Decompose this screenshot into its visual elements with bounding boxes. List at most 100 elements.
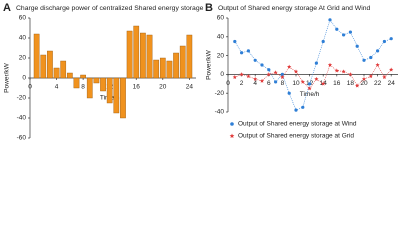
bar: [106, 77, 113, 104]
y-tick-label: 0: [220, 71, 224, 78]
point: [321, 81, 326, 86]
point: [230, 122, 234, 126]
point: [260, 63, 264, 67]
point: [267, 68, 271, 72]
point: [314, 61, 318, 65]
y-tick-label: -20: [17, 95, 27, 102]
point: [240, 51, 244, 55]
point: [375, 62, 380, 67]
x-tick-label: 4: [253, 80, 257, 87]
bar: [40, 54, 47, 79]
point: [287, 91, 291, 95]
point: [259, 78, 265, 83]
point: [232, 74, 237, 80]
x-tick-label: 0: [226, 80, 230, 87]
y-tick-label: 0: [22, 75, 26, 82]
x-tick-label: 8: [81, 84, 85, 91]
panel-label: B: [205, 2, 213, 14]
panel-label: A: [3, 2, 11, 14]
point: [280, 74, 285, 80]
y-tick-label: -60: [17, 135, 27, 142]
point: [233, 39, 237, 44]
bar: [140, 32, 146, 79]
y-tick-label: 40: [19, 35, 27, 42]
x-tick-label: 2: [240, 80, 244, 87]
point: [300, 79, 305, 84]
chart-title: Charge discharge power of centralized Sh…: [16, 5, 204, 12]
point: [294, 108, 298, 112]
x-tick-label: 16: [133, 84, 141, 91]
x-tick-label: 20: [159, 84, 167, 91]
point: [327, 62, 333, 67]
point: [369, 55, 373, 60]
bar: [53, 67, 60, 79]
bar: [186, 34, 193, 79]
point: [334, 68, 339, 73]
x-tick-label: 16: [333, 80, 341, 87]
bar: [173, 52, 179, 79]
point: [382, 74, 387, 80]
bar: [120, 77, 126, 119]
y-tick-label: -20: [215, 90, 225, 97]
point: [348, 30, 352, 34]
point: [293, 69, 299, 74]
y-tick-label: 60: [217, 15, 225, 22]
bar: [66, 72, 73, 79]
point: [308, 82, 312, 86]
point: [246, 49, 250, 53]
point: [301, 105, 305, 109]
point: [362, 58, 366, 62]
point: [253, 76, 258, 81]
point: [266, 72, 271, 77]
bar: [93, 77, 100, 84]
bar: [179, 45, 186, 79]
y-tick-label: 60: [19, 15, 27, 22]
y-axis-label: Power/kW: [4, 62, 11, 92]
bar: [60, 60, 67, 79]
bar: [133, 25, 140, 79]
point: [239, 72, 244, 77]
point: [376, 49, 380, 53]
point: [280, 72, 284, 76]
point: [274, 80, 278, 84]
point: [389, 67, 394, 72]
x-tick-label: 8: [281, 80, 285, 87]
y-tick-label: 20: [217, 52, 225, 59]
point: [253, 58, 257, 62]
bar: [126, 30, 133, 79]
legend-label: Output of Shared energy storage at Grid: [238, 133, 354, 140]
point: [229, 133, 235, 139]
point: [355, 83, 360, 88]
y-axis-label: Power/kW: [206, 49, 213, 79]
x-tick-label: 20: [360, 80, 368, 87]
x-tick-label: 10: [292, 80, 300, 87]
x-tick-label: 4: [55, 84, 59, 91]
y-tick-label: -40: [215, 109, 225, 116]
point: [341, 69, 346, 74]
legend-label: Output of Shared energy storage at Wind: [238, 121, 357, 128]
bar: [86, 77, 93, 99]
bar: [153, 59, 160, 79]
point: [342, 33, 346, 37]
point: [314, 76, 319, 81]
bar: [100, 77, 106, 92]
point: [273, 70, 278, 75]
bar: [159, 57, 166, 79]
x-tick-label: 24: [388, 80, 396, 87]
x-tick-label: 6: [267, 80, 271, 87]
bar: [80, 74, 86, 79]
bar: [166, 60, 173, 79]
chart-title: Output of Shared energy storage At Grid …: [218, 5, 370, 12]
y-tick-label: -40: [17, 115, 27, 122]
point: [328, 18, 332, 22]
point: [246, 74, 251, 79]
bar: [73, 77, 80, 89]
point: [382, 39, 386, 44]
x-axis-label: Time/h: [300, 91, 320, 98]
point: [307, 86, 312, 91]
point: [335, 27, 339, 31]
x-tick-label: 22: [374, 80, 382, 87]
x-tick-label: 24: [186, 84, 194, 91]
bar: [146, 34, 153, 79]
bar: [33, 33, 40, 79]
